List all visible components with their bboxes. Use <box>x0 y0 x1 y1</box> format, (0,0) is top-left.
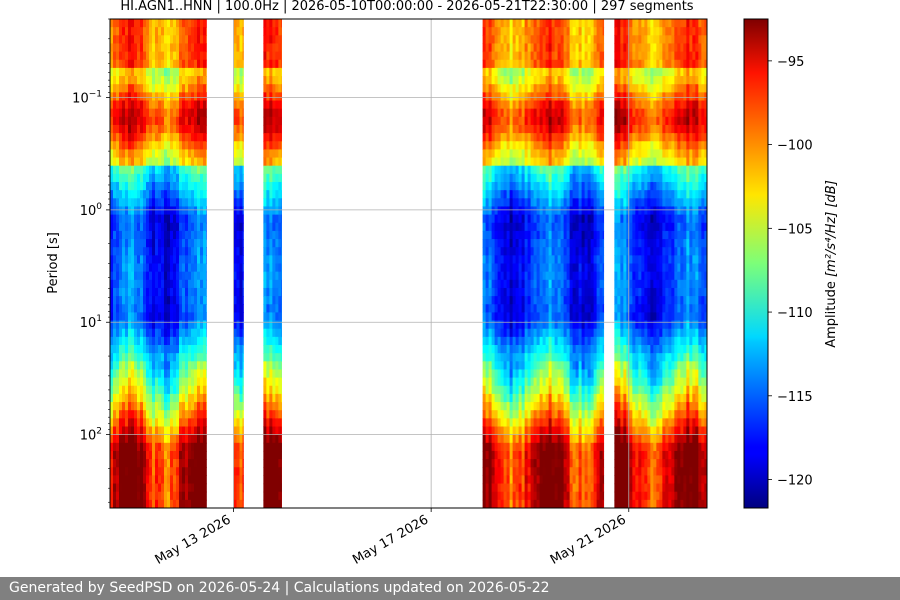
footer: Generated by SeedPSD on 2026-05-24 | Cal… <box>0 577 900 600</box>
colorbar-label: Amplitude [m²/s⁴/Hz] [dB] <box>824 180 839 348</box>
x-tick-label-2: May 21 2026 <box>548 512 629 567</box>
data-segment-4 <box>482 19 605 508</box>
y-axis: 10−1 100 101 102 <box>72 18 110 503</box>
colorbar-gradient <box>743 18 769 509</box>
chart-title: HI.AGN1..HNN | 100.0Hz | 2026-05-10T00:0… <box>120 0 694 14</box>
x-axis: May 13 2026 May 17 2026 May 21 2026 <box>153 508 630 568</box>
x-tick-label-1: May 17 2026 <box>350 512 431 567</box>
colorbar-tick-label-4: −115 <box>777 390 813 405</box>
data-segment-1 <box>110 19 207 508</box>
data-segment-5 <box>614 19 707 508</box>
y-axis-label: Period [s] <box>46 232 61 294</box>
colorbar-tick-label-5: −120 <box>777 474 813 489</box>
colorbar-tick-label-1: −100 <box>777 139 813 154</box>
y-tick-label-2: 101 <box>80 314 102 331</box>
colorbar-tick-label-0: −95 <box>777 55 804 70</box>
colorbar-tick-label-3: −110 <box>777 306 813 321</box>
grid-lines <box>110 19 707 508</box>
heatmap-cells <box>110 19 707 508</box>
data-segment-2 <box>233 19 244 508</box>
data-segment-3 <box>263 19 282 508</box>
colorbar-tick-label-2: −105 <box>777 222 813 237</box>
colorbar: −95 −100 −105 −110 −115 −120 Amplitude [m²/s⁴… <box>743 18 839 509</box>
x-tick-label-0: May 13 2026 <box>153 512 234 567</box>
y-tick-label-1: 100 <box>80 202 103 219</box>
y-tick-label-0: 10−1 <box>72 90 102 107</box>
colorbar-ticks: −95 −100 −105 −110 −115 −120 <box>768 55 813 489</box>
y-tick-label-3: 102 <box>80 427 102 444</box>
